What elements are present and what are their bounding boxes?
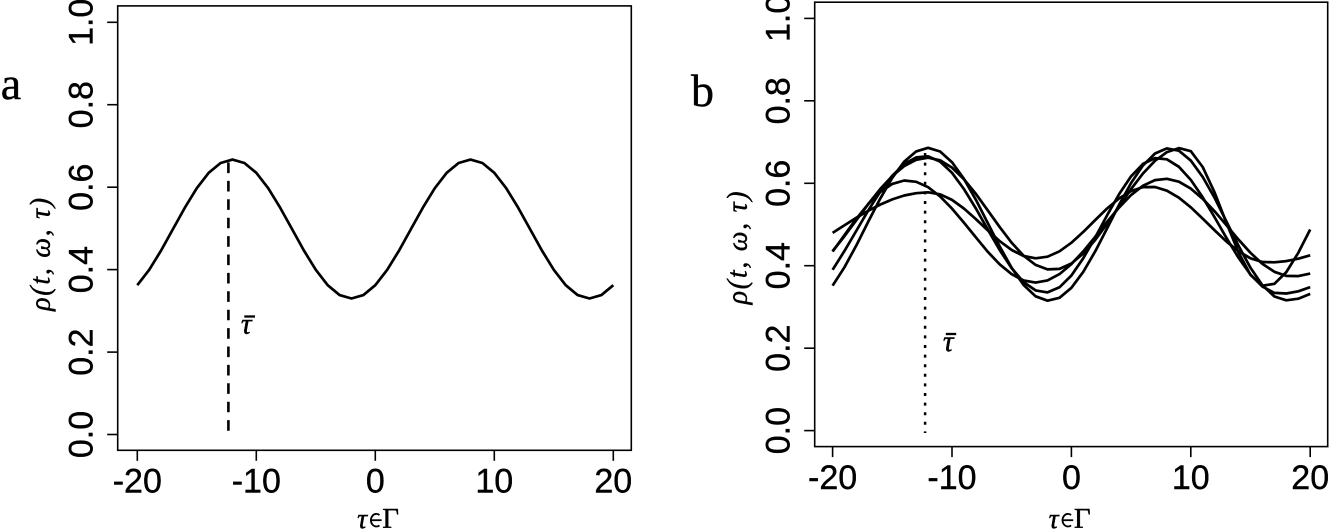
- svg-text:20: 20: [1291, 459, 1329, 497]
- svg-text:1.0: 1.0: [759, 0, 797, 42]
- svg-text:0.6: 0.6: [62, 164, 100, 211]
- svg-text:-20: -20: [113, 463, 162, 501]
- svg-text:a: a: [1, 58, 21, 109]
- svg-text:-10: -10: [927, 459, 976, 497]
- svg-text:-10: -10: [232, 463, 281, 501]
- svg-text:0.6: 0.6: [759, 160, 797, 207]
- svg-text:0.2: 0.2: [62, 328, 100, 375]
- svg-text:Γ: Γ: [1074, 503, 1091, 530]
- svg-text:τ: τ: [943, 325, 955, 358]
- svg-text:ρ(t, ω, τ): ρ(t, ω, τ): [26, 196, 57, 312]
- svg-text:0.2: 0.2: [759, 325, 797, 372]
- svg-text:τ: τ: [241, 307, 253, 340]
- svg-text:0: 0: [1062, 459, 1081, 497]
- svg-text:20: 20: [594, 463, 632, 501]
- svg-text:Γ: Γ: [382, 503, 399, 530]
- svg-text:0.0: 0.0: [62, 411, 100, 458]
- svg-text:10: 10: [1172, 459, 1210, 497]
- svg-text:0: 0: [366, 463, 385, 501]
- svg-text:0.8: 0.8: [62, 81, 100, 128]
- svg-text:ρ(t, ω, τ): ρ(t, ω, τ): [723, 190, 754, 306]
- svg-text:-20: -20: [808, 459, 857, 497]
- svg-text:10: 10: [475, 463, 513, 501]
- svg-text:τ: τ: [1049, 504, 1060, 530]
- svg-text:0.4: 0.4: [62, 246, 100, 293]
- svg-text:0.8: 0.8: [759, 77, 797, 124]
- svg-text:0.0: 0.0: [759, 407, 797, 454]
- svg-text:1.0: 1.0: [62, 0, 100, 46]
- svg-text:τ: τ: [357, 504, 368, 530]
- svg-text:0.4: 0.4: [759, 242, 797, 289]
- svg-text:b: b: [691, 65, 714, 116]
